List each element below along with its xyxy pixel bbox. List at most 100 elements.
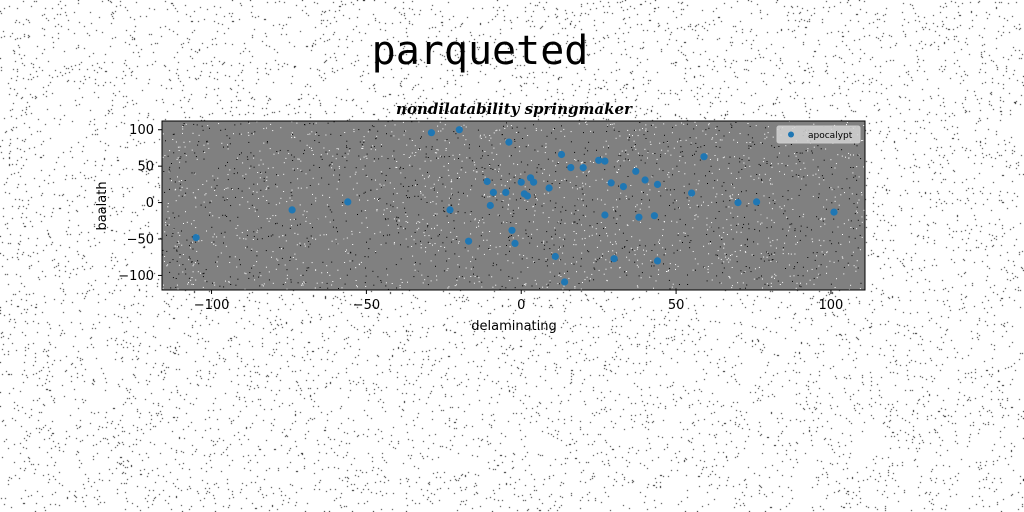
plot-speck (509, 250, 510, 252)
plot-speck (659, 142, 661, 144)
plot-speck (692, 154, 693, 156)
plot-speck (497, 253, 499, 255)
plot-speck (782, 247, 784, 249)
plot-speck (783, 205, 785, 207)
plot-speck (728, 206, 730, 208)
plot-speck (857, 202, 859, 204)
plot-speck (437, 179, 439, 181)
plot-speck (852, 172, 854, 174)
plot-speck (259, 150, 261, 152)
plot-speck (771, 145, 773, 147)
plot-speck (679, 218, 681, 220)
plot-speck (692, 227, 694, 229)
plot-speck (436, 224, 438, 226)
plot-speck (471, 185, 473, 187)
plot-speck (551, 238, 553, 240)
plot-speck (195, 206, 197, 208)
plot-speck (618, 131, 620, 132)
plot-speck (184, 180, 186, 181)
plot-speck (669, 189, 671, 191)
plot-speck (831, 202, 833, 204)
plot-speck (514, 182, 516, 184)
plot-speck (181, 180, 183, 181)
plot-speck (422, 174, 424, 176)
plot-speck (192, 284, 194, 285)
plot-speck (771, 277, 773, 278)
plot-speck (393, 201, 395, 203)
plot-speck (445, 250, 447, 252)
plot-speck (323, 147, 325, 149)
series-apocalypt (192, 126, 838, 286)
plot-speck (848, 157, 850, 159)
plot-speck (800, 168, 802, 170)
plot-speck (721, 236, 723, 238)
plot-speck (683, 123, 685, 125)
plot-speck (782, 281, 784, 283)
plot-speck (291, 195, 293, 197)
plot-speck (376, 135, 378, 137)
plot-speck (245, 173, 247, 175)
plot-speck (641, 263, 643, 265)
plot-speck (546, 265, 548, 267)
plot-speck (188, 259, 190, 261)
plot-speck (427, 225, 429, 226)
plot-speck (795, 163, 797, 165)
plot-speck (380, 244, 382, 246)
plot-speck (740, 231, 742, 233)
plot-speck (551, 253, 553, 255)
plot-speck (717, 159, 719, 161)
plot-speck (748, 157, 750, 159)
plot-speck (163, 171, 165, 172)
plot-speck (239, 259, 240, 261)
plot-speck (694, 164, 696, 166)
plot-speck (247, 132, 249, 134)
plot-speck (657, 274, 659, 275)
plot-speck (329, 221, 331, 223)
plot-speck (664, 215, 666, 217)
plot-speck (214, 284, 216, 286)
plot-speck (202, 276, 204, 278)
plot-speck (846, 124, 847, 126)
plot-speck (555, 171, 557, 173)
plot-speck (217, 265, 218, 267)
plot-speck (393, 242, 395, 243)
plot-speck (529, 188, 531, 190)
plot-speck (607, 235, 609, 237)
plot-speck (212, 236, 214, 238)
plot-speck (411, 121, 413, 123)
plot-speck (811, 268, 813, 270)
plot-speck (237, 188, 239, 190)
plot-speck (612, 250, 614, 252)
plot-speck (508, 204, 510, 206)
plot-speck (184, 152, 186, 154)
plot-speck (581, 224, 582, 226)
plot-speck (191, 172, 193, 174)
plot-speck (180, 189, 182, 191)
plot-speck (820, 264, 822, 266)
plot-speck (850, 154, 851, 156)
plot-speck (737, 223, 739, 225)
plot-speck (859, 288, 861, 290)
plot-speck (456, 279, 458, 281)
plot-speck (373, 160, 375, 162)
plot-speck (188, 282, 189, 284)
plot-speck (837, 154, 839, 156)
plot-speck (286, 269, 288, 271)
plot-speck (774, 203, 776, 205)
plot-speck (604, 169, 606, 171)
plot-speck (192, 241, 193, 243)
plot-speck (195, 227, 197, 229)
plot-speck (475, 171, 477, 173)
plot-speck (404, 207, 406, 209)
plot-speck (762, 142, 763, 144)
plot-speck (247, 229, 248, 231)
plot-speck (473, 273, 474, 275)
plot-speck (753, 179, 755, 181)
plot-speck (619, 198, 621, 200)
plot-speck (492, 159, 494, 161)
plot-speck (434, 152, 436, 154)
data-point (830, 208, 838, 216)
plot-speck (750, 175, 752, 177)
plot-speck (746, 284, 748, 286)
plot-speck (171, 235, 173, 237)
